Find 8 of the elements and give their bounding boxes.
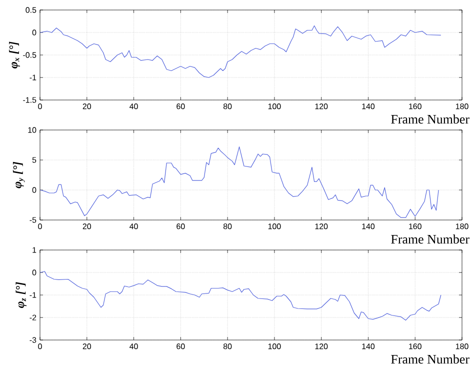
y-axis-title: φ$_{x}$ [°]	[9, 42, 20, 68]
line-series	[40, 146, 439, 218]
x-axis-title: Frame Number	[391, 354, 470, 364]
y-axis-title: φ$_{y}$ [°]	[12, 162, 25, 188]
line-series	[40, 271, 442, 320]
x-axis-title: Frame Number	[391, 114, 470, 124]
y-axis-title: φ$_{z}$ [°]	[16, 282, 27, 308]
x-axis-title: Frame Number	[391, 234, 470, 244]
